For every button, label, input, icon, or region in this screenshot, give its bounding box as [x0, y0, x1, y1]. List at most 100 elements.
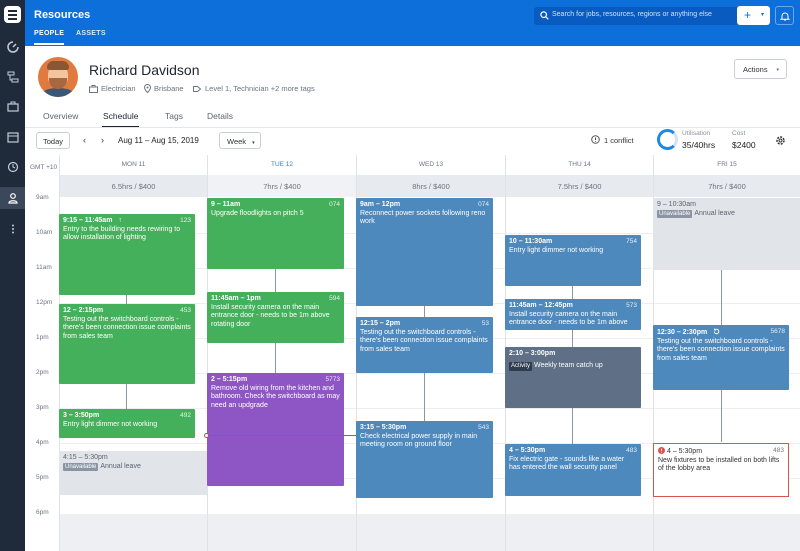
time-label: 5pm: [36, 474, 49, 481]
dashboard-icon[interactable]: [0, 36, 25, 58]
conflict-icon: [591, 135, 600, 144]
location-pin-icon: [144, 84, 151, 93]
search-placeholder: Search for jobs, resources, regions or a…: [552, 11, 712, 18]
event-card[interactable]: 4 – 5:30pm 483 Fix electric gate - sound…: [505, 444, 641, 496]
chevron-down-icon: ▾: [760, 12, 764, 18]
event-time: 4 – 5:30pm: [509, 447, 546, 454]
event-number: 5773: [325, 376, 340, 383]
day-summary: 8hrs / $400: [357, 175, 505, 197]
search-input[interactable]: Search for jobs, resources, regions or a…: [534, 7, 755, 25]
time-label: 6pm: [36, 509, 49, 516]
event-time: 3:15 – 5:30pm: [360, 424, 407, 431]
unavailable-block[interactable]: 4:15 – 5:30pm Unavailable Annual leave: [59, 451, 207, 495]
event-description: Entry light dimmer not working: [509, 246, 604, 254]
event-number: 074: [478, 201, 489, 208]
day-label: THU 14: [568, 161, 591, 168]
event-description: Entry light dimmer not working: [63, 420, 158, 428]
activity-card[interactable]: 2:10 – 3:00pm Activity Weekly team catch …: [505, 347, 641, 408]
unavailable-badge: Unavailable: [657, 210, 693, 218]
view-select[interactable]: Week ▾: [219, 132, 261, 149]
cost-label: Cost: [732, 130, 746, 137]
bell-icon: [780, 12, 790, 21]
chevron-down-icon: ▾: [776, 67, 779, 73]
event-time: 2:10 – 3:00pm: [509, 350, 556, 357]
event-number: 074: [329, 201, 340, 208]
notifications-button[interactable]: [775, 6, 794, 25]
tab-overview[interactable]: Overview: [43, 111, 79, 121]
actions-label: Actions: [743, 65, 768, 74]
event-time: 11:45am – 12:45pm: [509, 302, 573, 309]
time-label: 2pm: [36, 369, 49, 376]
day-summary: 7hrs / $400: [654, 175, 800, 197]
calendar-icon[interactable]: [0, 126, 25, 148]
time-label: 11am: [36, 264, 52, 271]
day-column-tue: TUE 12 7hrs / $400: [207, 155, 356, 551]
repeat-icon: [713, 328, 720, 335]
current-time-line: [209, 435, 356, 436]
date-range[interactable]: Aug 11 – Aug 15, 2019: [118, 136, 199, 145]
tab-tags[interactable]: Tags: [165, 111, 183, 121]
top-header: Resources PEOPLE ASSETS Search for jobs,…: [25, 0, 800, 46]
event-time: 9 – 11am: [211, 201, 241, 208]
next-week-button[interactable]: ›: [101, 135, 104, 145]
people-icon[interactable]: [0, 187, 25, 209]
prev-week-button[interactable]: ‹: [83, 135, 86, 145]
time-label: 1pm: [36, 334, 49, 341]
location-text: Brisbane: [154, 84, 184, 93]
actions-button[interactable]: Actions ▾: [734, 59, 787, 79]
more-vertical-icon[interactable]: [0, 218, 25, 240]
gear-icon[interactable]: [775, 135, 786, 146]
event-card[interactable]: 3 – 3:50pm 492 Entry light dimmer not wo…: [59, 409, 195, 438]
tab-details[interactable]: Details: [207, 111, 233, 121]
event-number: 483: [626, 447, 637, 454]
hierarchy-icon[interactable]: [0, 66, 25, 88]
week-calendar: GMT +10 9am 10am 11am 12pm 1pm 2pm 3pm 4…: [25, 155, 800, 551]
event-description: Annual leave: [694, 210, 735, 217]
history-icon[interactable]: [0, 156, 25, 178]
event-time: 9am – 12pm: [360, 201, 401, 208]
event-card[interactable]: 11:45am – 1pm 594 Install security camer…: [207, 292, 344, 343]
event-time: 9 – 10:30am: [657, 201, 696, 208]
view-select-value: Week: [227, 137, 247, 146]
app-logo[interactable]: [4, 6, 21, 23]
conflict-event-card[interactable]: 4 – 5:30pm 483 New fixtures to be instal…: [653, 443, 789, 497]
event-card[interactable]: 12 – 2:15pm 453 Testing out the switchbo…: [59, 304, 195, 384]
event-description: Entry to the building needs rewiring to …: [63, 225, 181, 242]
alert-icon: [658, 447, 665, 454]
tab-people[interactable]: PEOPLE: [34, 30, 65, 45]
event-time: 12:30 – 2:30pm: [657, 329, 708, 336]
add-button[interactable]: + ▾: [737, 6, 770, 25]
event-card[interactable]: 11:45am – 12:45pm 573 Install security c…: [505, 299, 641, 330]
plus-icon: +: [744, 8, 752, 22]
current-time-marker: [204, 433, 209, 438]
day-summary: 7hrs / $400: [208, 175, 356, 197]
tag-icon: [193, 85, 202, 92]
role-text: Electrician: [101, 84, 136, 93]
activity-badge: Activity: [509, 361, 533, 371]
today-button[interactable]: Today: [36, 132, 70, 149]
avatar: [38, 57, 78, 97]
event-card[interactable]: 12:15 – 2pm 53 Testing out the switchboa…: [356, 317, 493, 373]
profile-tags[interactable]: Level 1, Technician +2 more tags: [193, 84, 315, 93]
event-card[interactable]: 9:15 – 11:45am ↑ 123 Entry to the buildi…: [59, 214, 195, 295]
profile-location: Brisbane: [144, 84, 184, 93]
event-card[interactable]: 9am – 12pm 074 Reconnect power sockets f…: [356, 198, 493, 306]
tab-schedule[interactable]: Schedule: [101, 111, 140, 128]
event-number: 594: [329, 295, 340, 302]
profile-role: Electrician: [89, 84, 136, 93]
event-card[interactable]: 10 – 11:30am 754 Entry light dimmer not …: [505, 235, 641, 286]
conflict-count[interactable]: 1 conflict: [604, 136, 634, 145]
unavailable-block[interactable]: 9 – 10:30am Unavailable Annual leave: [653, 198, 800, 270]
tab-assets[interactable]: ASSETS: [76, 30, 106, 37]
app-title: Resources: [34, 9, 91, 21]
event-card[interactable]: 12:30 – 2:30pm 5678 Testing out the swit…: [653, 325, 789, 390]
event-card[interactable]: 3:15 – 5:30pm 543 Check electrical power…: [356, 421, 493, 498]
event-card[interactable]: 2 – 5:15pm 5773 Remove old wiring from t…: [207, 373, 344, 486]
event-number: 543: [478, 424, 489, 431]
utilisation-value: 35/40hrs: [682, 140, 716, 150]
event-description: Annual leave: [100, 463, 141, 470]
briefcase-icon[interactable]: [0, 96, 25, 118]
event-card[interactable]: 9 – 11am 074 Upgrade floodlights on pitc…: [207, 198, 344, 269]
unavailable-badge: Unavailable: [63, 463, 99, 471]
briefcase-icon: [89, 84, 98, 93]
